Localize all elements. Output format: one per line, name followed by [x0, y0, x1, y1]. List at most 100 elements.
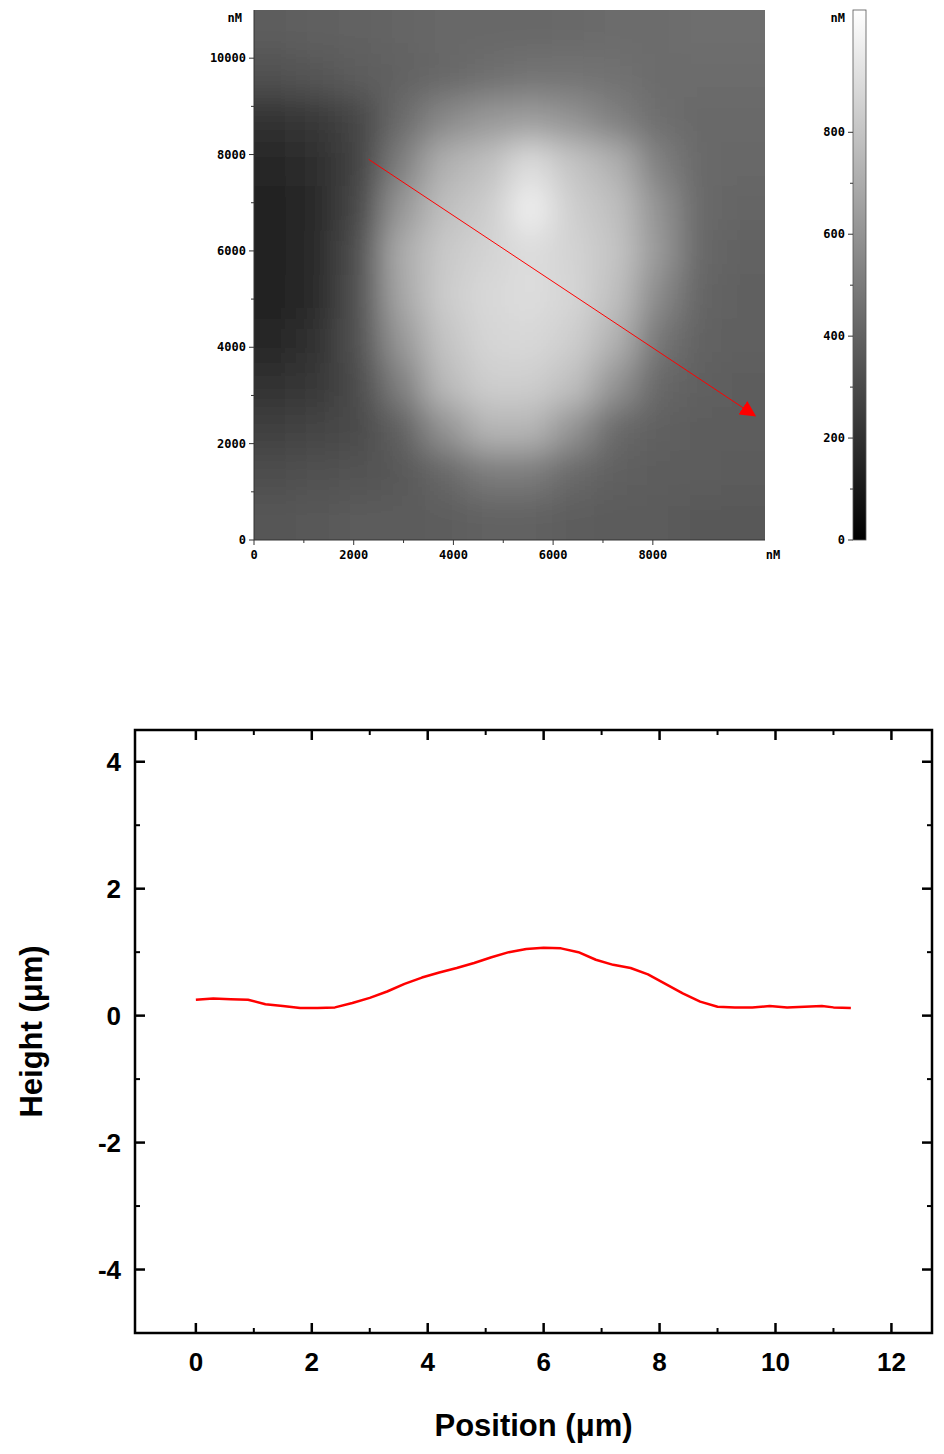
x-tick-top	[542, 730, 545, 740]
x-minor-tick-top	[601, 730, 603, 735]
y-minor-tick	[135, 824, 140, 826]
x-minor-tick	[602, 540, 603, 543]
heatmap-cell	[509, 363, 553, 408]
heatmap-cell	[722, 363, 765, 408]
color-tick	[848, 540, 853, 541]
heatmap-cell	[296, 363, 340, 408]
x-tick	[453, 540, 454, 545]
heatmap-cell	[424, 363, 468, 408]
x-tick-label: 8000	[638, 548, 667, 562]
heatmap-cell	[722, 451, 765, 496]
y-minor-tick-right	[927, 824, 932, 826]
heatmap-cell	[254, 54, 297, 99]
x-tick	[254, 540, 255, 545]
heatmap-cell	[254, 10, 297, 55]
y-minor-tick	[251, 491, 254, 492]
y-tick-label: 2000	[217, 437, 246, 451]
heatmap-cell	[509, 142, 553, 187]
heatmap-cell	[424, 230, 468, 275]
heatmap-cell	[424, 142, 468, 187]
heatmap-cell	[722, 319, 765, 364]
plot-frame	[135, 730, 932, 1333]
color-tick-label: 200	[823, 431, 845, 445]
x-tick	[353, 540, 354, 545]
x-tick-label: 10	[761, 1347, 790, 1377]
heatmap-cell	[254, 142, 297, 187]
heatmap-cell	[679, 319, 723, 364]
heatmap-cell	[339, 451, 383, 496]
x-tick	[195, 1323, 198, 1333]
y-minor-tick	[135, 951, 140, 953]
color-minor-tick	[850, 387, 853, 388]
heatmap-area	[254, 10, 765, 540]
heatmap-cell	[509, 54, 553, 99]
x-tick-top	[890, 730, 893, 740]
y-tick-label: 0	[107, 1001, 121, 1031]
heatmap-cell	[679, 10, 723, 55]
heatmap-cell	[722, 407, 765, 452]
color-minor-tick	[850, 183, 853, 184]
heatmap-cell	[594, 495, 638, 540]
y-tick	[249, 250, 254, 251]
x-tick-label: 4	[420, 1347, 435, 1377]
heatmap-cell	[424, 54, 468, 99]
heatmap-cell	[509, 10, 553, 55]
heatmap-cell	[637, 54, 681, 99]
y-tick-label: 4	[107, 747, 122, 777]
heatmap-cell	[722, 54, 765, 99]
heatmap-cell	[424, 495, 468, 540]
heatmap-cell	[296, 142, 340, 187]
y-tick-right	[922, 1268, 932, 1271]
heatmap-cell	[381, 319, 425, 364]
heatmap-cell	[594, 407, 638, 452]
heatmap-cell	[466, 230, 510, 275]
heatmap-cell	[339, 407, 383, 452]
x-tick	[774, 1323, 777, 1333]
x-minor-tick-top	[253, 730, 255, 735]
x-tick	[553, 540, 554, 545]
heatmap-cell	[339, 230, 383, 275]
heatmap-cell	[509, 275, 553, 320]
heatmap-cell	[509, 230, 553, 275]
heatmap-cell	[552, 319, 596, 364]
y-minor-tick	[251, 106, 254, 107]
x-tick-label: 0	[189, 1347, 203, 1377]
x-minor-tick-top	[717, 730, 719, 735]
x-tick	[311, 1323, 314, 1333]
heatmap-cell	[466, 186, 510, 231]
x-tick-label: 8	[652, 1347, 666, 1377]
heatmap-cell	[722, 495, 765, 540]
x-minor-tick	[601, 1328, 603, 1333]
y-minor-tick	[251, 202, 254, 203]
heatmap-cell	[254, 495, 297, 540]
heatmap-cell	[296, 98, 340, 143]
x-minor-tick	[717, 1328, 719, 1333]
x-tick-label: 0	[250, 548, 257, 562]
x-minor-tick	[403, 540, 404, 543]
heatmap-cell	[254, 98, 297, 143]
x-tick-top	[774, 730, 777, 740]
heatmap-cell	[552, 495, 596, 540]
x-tick	[890, 1323, 893, 1333]
x-tick-top	[195, 730, 198, 740]
heatmap-cell	[339, 186, 383, 231]
heatmap-cell	[722, 275, 765, 320]
heatmap-cell	[296, 495, 340, 540]
color-tick-label: 800	[823, 125, 845, 139]
x-axis-line	[254, 540, 765, 541]
heatmap-cell	[381, 230, 425, 275]
y-tick-label: 4000	[217, 340, 246, 354]
x-axis-title: nM	[766, 548, 780, 562]
heatmap-cell	[296, 319, 340, 364]
y-tick-label: 0	[239, 533, 246, 547]
x-tick	[658, 1323, 661, 1333]
y-minor-tick	[251, 395, 254, 396]
heatmap-cell	[424, 10, 468, 55]
y-tick-right	[922, 1014, 932, 1017]
heatmap-cell	[466, 54, 510, 99]
heatmap-cell	[679, 230, 723, 275]
heatmap-cell	[381, 495, 425, 540]
color-minor-tick	[850, 489, 853, 490]
x-minor-tick-top	[369, 730, 371, 735]
x-tick-label: 2000	[339, 548, 368, 562]
